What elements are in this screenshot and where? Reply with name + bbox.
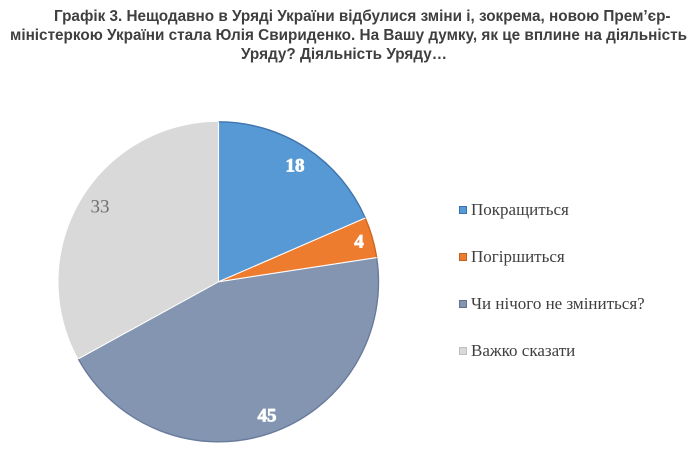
svg-text:45: 45 xyxy=(258,406,277,427)
svg-text:18: 18 xyxy=(286,156,305,177)
svg-text:4: 4 xyxy=(354,232,364,253)
svg-text:33: 33 xyxy=(91,197,110,218)
